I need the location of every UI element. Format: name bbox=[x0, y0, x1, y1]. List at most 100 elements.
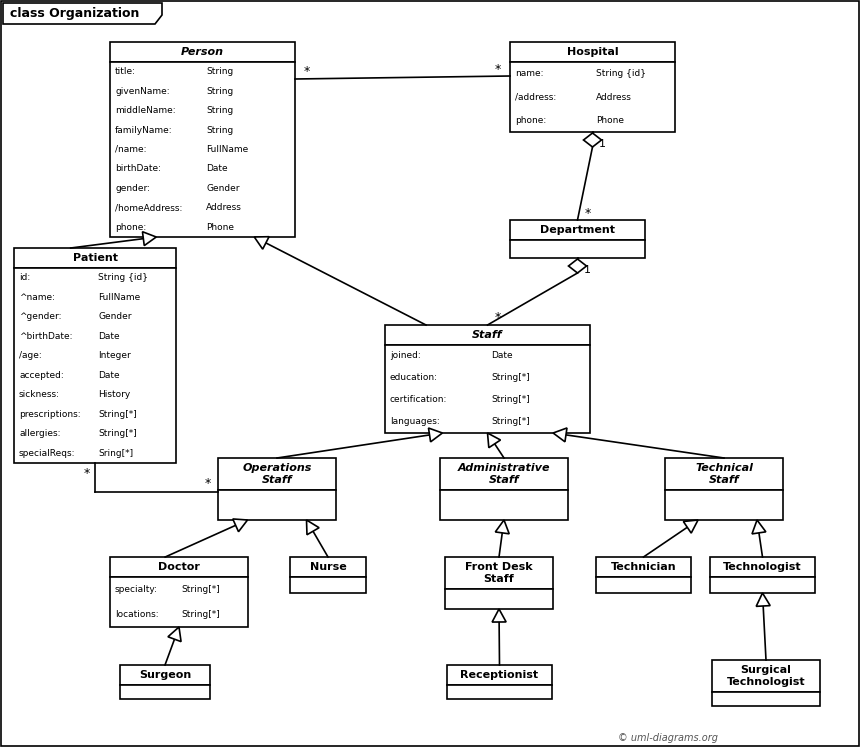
Polygon shape bbox=[553, 428, 567, 441]
Text: Department: Department bbox=[540, 225, 615, 235]
Bar bbox=[385, 345, 590, 433]
Text: ^name:: ^name: bbox=[19, 293, 55, 302]
Text: FullName: FullName bbox=[206, 145, 249, 154]
Text: String[*]: String[*] bbox=[181, 610, 220, 619]
Text: String: String bbox=[206, 87, 233, 96]
Text: Integer: Integer bbox=[98, 351, 131, 360]
Bar bbox=[665, 458, 783, 490]
Text: ^birthDate:: ^birthDate: bbox=[19, 332, 72, 341]
Text: joined:: joined: bbox=[390, 352, 421, 361]
Bar bbox=[596, 557, 691, 577]
Text: /age:: /age: bbox=[19, 351, 42, 360]
Polygon shape bbox=[255, 237, 269, 249]
Text: String {id}: String {id} bbox=[596, 69, 646, 78]
Bar bbox=[14, 268, 176, 463]
Text: /homeAddress:: /homeAddress: bbox=[115, 203, 182, 212]
Bar bbox=[120, 665, 210, 685]
Bar bbox=[218, 490, 336, 520]
Text: String: String bbox=[206, 106, 233, 115]
Text: String: String bbox=[206, 125, 233, 134]
Text: Date: Date bbox=[98, 332, 120, 341]
Polygon shape bbox=[684, 520, 698, 533]
Text: birthDate:: birthDate: bbox=[115, 164, 161, 173]
Text: *: * bbox=[585, 206, 591, 220]
Text: middleName:: middleName: bbox=[115, 106, 175, 115]
Text: specialReqs:: specialReqs: bbox=[19, 449, 76, 458]
Text: Hospital: Hospital bbox=[567, 47, 618, 57]
Text: Administrative
Staff: Administrative Staff bbox=[458, 463, 550, 485]
Polygon shape bbox=[488, 433, 501, 447]
Text: *: * bbox=[304, 66, 310, 78]
Text: 1: 1 bbox=[599, 139, 606, 149]
Text: class Organization: class Organization bbox=[10, 7, 139, 19]
Text: Doctor: Doctor bbox=[158, 562, 200, 572]
Polygon shape bbox=[756, 593, 771, 607]
Text: Surgeon: Surgeon bbox=[138, 670, 191, 680]
Bar bbox=[665, 490, 783, 520]
Text: specialty:: specialty: bbox=[115, 585, 158, 594]
Bar bbox=[510, 62, 675, 132]
Text: familyName:: familyName: bbox=[115, 125, 173, 134]
Text: Date: Date bbox=[98, 371, 120, 379]
Bar bbox=[110, 577, 248, 627]
Bar bbox=[290, 557, 366, 577]
Bar bbox=[510, 240, 645, 258]
Bar bbox=[440, 490, 568, 520]
Text: String: String bbox=[206, 67, 233, 76]
Text: 1: 1 bbox=[584, 265, 591, 275]
Bar bbox=[445, 557, 553, 589]
Bar bbox=[14, 248, 176, 268]
Text: History: History bbox=[98, 390, 131, 399]
Bar bbox=[712, 692, 820, 706]
Text: Technologist: Technologist bbox=[723, 562, 802, 572]
Text: Gender: Gender bbox=[206, 184, 240, 193]
Text: String[*]: String[*] bbox=[492, 418, 531, 427]
Text: Address: Address bbox=[596, 93, 632, 102]
Text: name:: name: bbox=[515, 69, 544, 78]
Bar bbox=[710, 557, 815, 577]
Text: title:: title: bbox=[115, 67, 136, 76]
Text: gender:: gender: bbox=[115, 184, 150, 193]
Polygon shape bbox=[3, 3, 162, 24]
Text: String[*]: String[*] bbox=[98, 430, 137, 438]
Text: *: * bbox=[84, 466, 90, 480]
Text: Address: Address bbox=[206, 203, 242, 212]
Text: Patient: Patient bbox=[72, 253, 118, 263]
Text: Technician: Technician bbox=[611, 562, 676, 572]
Text: Staff: Staff bbox=[472, 330, 503, 340]
Text: String[*]: String[*] bbox=[492, 395, 531, 404]
Polygon shape bbox=[495, 520, 509, 534]
Polygon shape bbox=[306, 520, 319, 535]
Polygon shape bbox=[428, 428, 442, 442]
Text: /name:: /name: bbox=[115, 145, 146, 154]
Text: *: * bbox=[494, 311, 501, 324]
Bar bbox=[110, 42, 295, 62]
Text: Phone: Phone bbox=[596, 116, 623, 125]
Bar bbox=[510, 42, 675, 62]
Text: /address:: /address: bbox=[515, 93, 556, 102]
Text: Nurse: Nurse bbox=[310, 562, 347, 572]
Text: locations:: locations: bbox=[115, 610, 158, 619]
Text: Person: Person bbox=[181, 47, 224, 57]
Text: id:: id: bbox=[19, 273, 30, 282]
Bar bbox=[510, 220, 645, 240]
Text: Phone: Phone bbox=[206, 223, 234, 232]
Bar bbox=[447, 685, 552, 699]
Text: accepted:: accepted: bbox=[19, 371, 64, 379]
Polygon shape bbox=[233, 519, 248, 532]
Text: String[*]: String[*] bbox=[98, 410, 137, 419]
Text: allergies:: allergies: bbox=[19, 430, 60, 438]
Text: Date: Date bbox=[492, 352, 513, 361]
Text: sickness:: sickness: bbox=[19, 390, 60, 399]
Text: Date: Date bbox=[206, 164, 228, 173]
Text: certification:: certification: bbox=[390, 395, 447, 404]
Polygon shape bbox=[143, 232, 157, 246]
Text: phone:: phone: bbox=[115, 223, 146, 232]
Polygon shape bbox=[168, 627, 181, 642]
Text: phone:: phone: bbox=[515, 116, 546, 125]
Text: String {id}: String {id} bbox=[98, 273, 148, 282]
Bar bbox=[110, 62, 295, 237]
Text: Surgical
Technologist: Surgical Technologist bbox=[727, 665, 805, 686]
Bar bbox=[710, 577, 815, 593]
Text: prescriptions:: prescriptions: bbox=[19, 410, 81, 419]
